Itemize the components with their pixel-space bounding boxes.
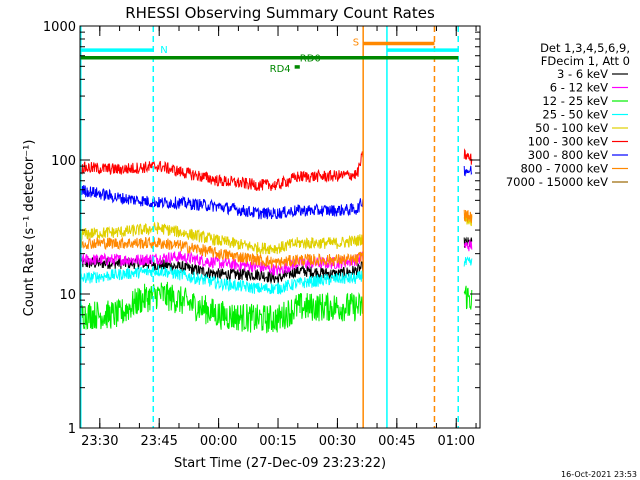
flag-label-0: N	[160, 45, 167, 56]
x-axis-label: Start Time (27-Dec-09 23:23:22)	[174, 456, 386, 471]
series-line-7-0	[79, 236, 364, 270]
y-tick-label: 1000	[43, 20, 76, 35]
x-tick-label: 23:45	[140, 434, 177, 449]
legend-label-3: 25 - 50 keV	[542, 108, 608, 122]
y-tick-label: 10	[59, 288, 76, 303]
series-line-5-0	[79, 151, 364, 192]
chart-title: RHESSI Observing Summary Count Rates	[125, 4, 435, 22]
series-line-3-1	[463, 256, 473, 267]
series-line-2-1	[463, 285, 473, 310]
series-line-7-1	[463, 209, 473, 223]
legend-header-line: FDecim 1, Att 0	[541, 54, 630, 68]
legend: Det 1,3,4,5,6,9,FDecim 1, Att 03 - 6 keV…	[506, 41, 630, 189]
legend-label-0: 3 - 6 keV	[557, 67, 608, 81]
series-line-2-0	[79, 281, 364, 334]
legend-label-4: 50 - 100 keV	[535, 121, 608, 135]
legend-label-6: 300 - 800 keV	[528, 148, 608, 162]
x-tick-label: 00:45	[378, 434, 415, 449]
series-line-5-1	[463, 148, 473, 165]
series-line-4-0	[79, 221, 364, 256]
legend-label-1: 6 - 12 keV	[550, 81, 608, 95]
legend-label-2: 12 - 25 keV	[542, 94, 608, 108]
plot-frame	[79, 25, 481, 429]
series-line-3-0	[79, 265, 364, 295]
legend-label-5: 100 - 300 keV	[528, 135, 608, 149]
x-tick-label: 01:00	[438, 434, 475, 449]
legend-header-line: Det 1,3,4,5,6,9,	[540, 41, 630, 55]
flag-label-4: RD4	[270, 64, 291, 75]
series-line-1-1	[463, 239, 473, 252]
series-line-6-0	[79, 184, 364, 220]
x-tick-label: 00:30	[319, 434, 356, 449]
flag-label-2: S	[353, 38, 359, 49]
y-tick-label: 100	[51, 154, 76, 169]
legend-label-8: 7000 - 15000 keV	[506, 175, 608, 189]
x-tick-label: 00:15	[259, 434, 296, 449]
flag-label-3: RD0	[300, 54, 321, 65]
footer-timestamp: 16-Oct-2021 23:53	[561, 470, 637, 479]
x-tick-label: 00:00	[200, 434, 237, 449]
y-tick-label: 1	[68, 422, 76, 437]
legend-label-7: 800 - 7000 keV	[520, 162, 608, 176]
plot-area: N S RD0 RD4 1 10 100 1000 23:30 23:45 00:00 00:15 00…	[43, 20, 481, 449]
y-axis-label: Count Rate (s⁻¹ detector⁻¹)	[22, 140, 37, 317]
x-tick-label: 23:30	[81, 434, 118, 449]
series-line-6-1	[463, 165, 473, 177]
series-line-0-0	[79, 256, 364, 285]
